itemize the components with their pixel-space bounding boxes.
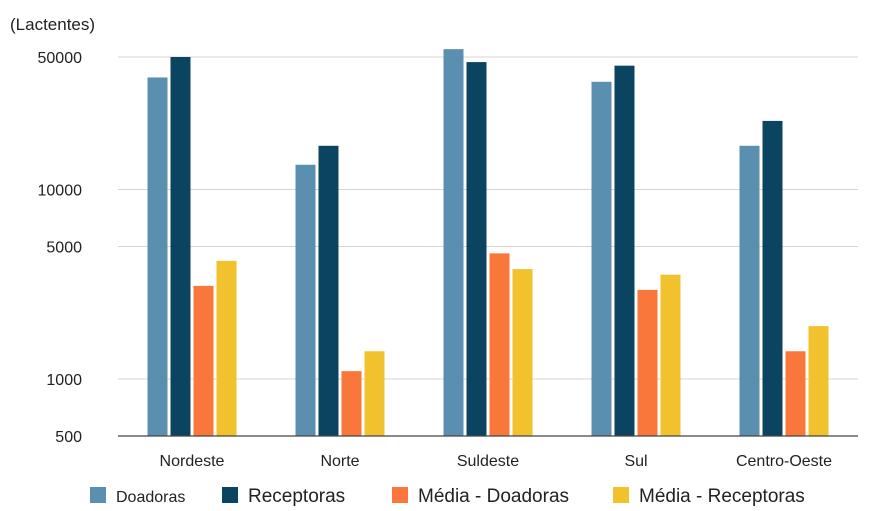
legend-label: Receptoras [248,486,345,506]
y-tick-label: 5000 [46,240,82,257]
legend-label: Média - Doadoras [418,486,569,506]
x-tick-label: Centro-Oeste [736,453,832,470]
bar [341,371,362,436]
bar [466,62,487,436]
legend-swatch [222,487,238,503]
bar [193,285,214,436]
x-axis-ticks: Nordeste Norte Suldeste Sul Centro-Oeste [160,453,833,470]
bar [614,65,635,436]
y-tick-label: 50000 [38,50,83,67]
x-tick-label: Sul [624,453,647,470]
bar [318,145,339,437]
legend-swatch [392,487,408,503]
bar [785,351,806,436]
x-tick-label: Suldeste [457,453,519,470]
bar [591,81,612,437]
legend-swatch [613,487,629,503]
bar [170,57,191,436]
legend: Doadoras Receptoras Média - Doadoras Média … [90,486,805,507]
bar [216,260,237,436]
bar [295,164,316,436]
y-axis-label: (Lactentes) [10,15,95,34]
y-tick-label: 10000 [38,182,83,199]
y-axis-ticks: 500 1000 5000 10000 50000 [38,50,83,446]
bar [808,326,829,436]
bars [147,49,829,437]
bar [364,351,385,436]
bar [443,49,464,436]
bar [660,274,681,436]
bar [739,145,760,437]
x-tick-label: Norte [320,453,359,470]
legend-label: Média - Receptoras [639,486,805,506]
x-tick-label: Nordeste [160,453,225,470]
bar [637,289,658,436]
legend-label: Doadoras [116,489,185,506]
bar [512,269,533,436]
bar [762,120,783,436]
legend-swatch [90,487,106,503]
y-tick-label: 1000 [46,372,82,389]
gridlines [118,56,858,380]
bar [147,77,168,437]
bar [489,253,510,436]
y-tick-label: 500 [55,429,82,446]
